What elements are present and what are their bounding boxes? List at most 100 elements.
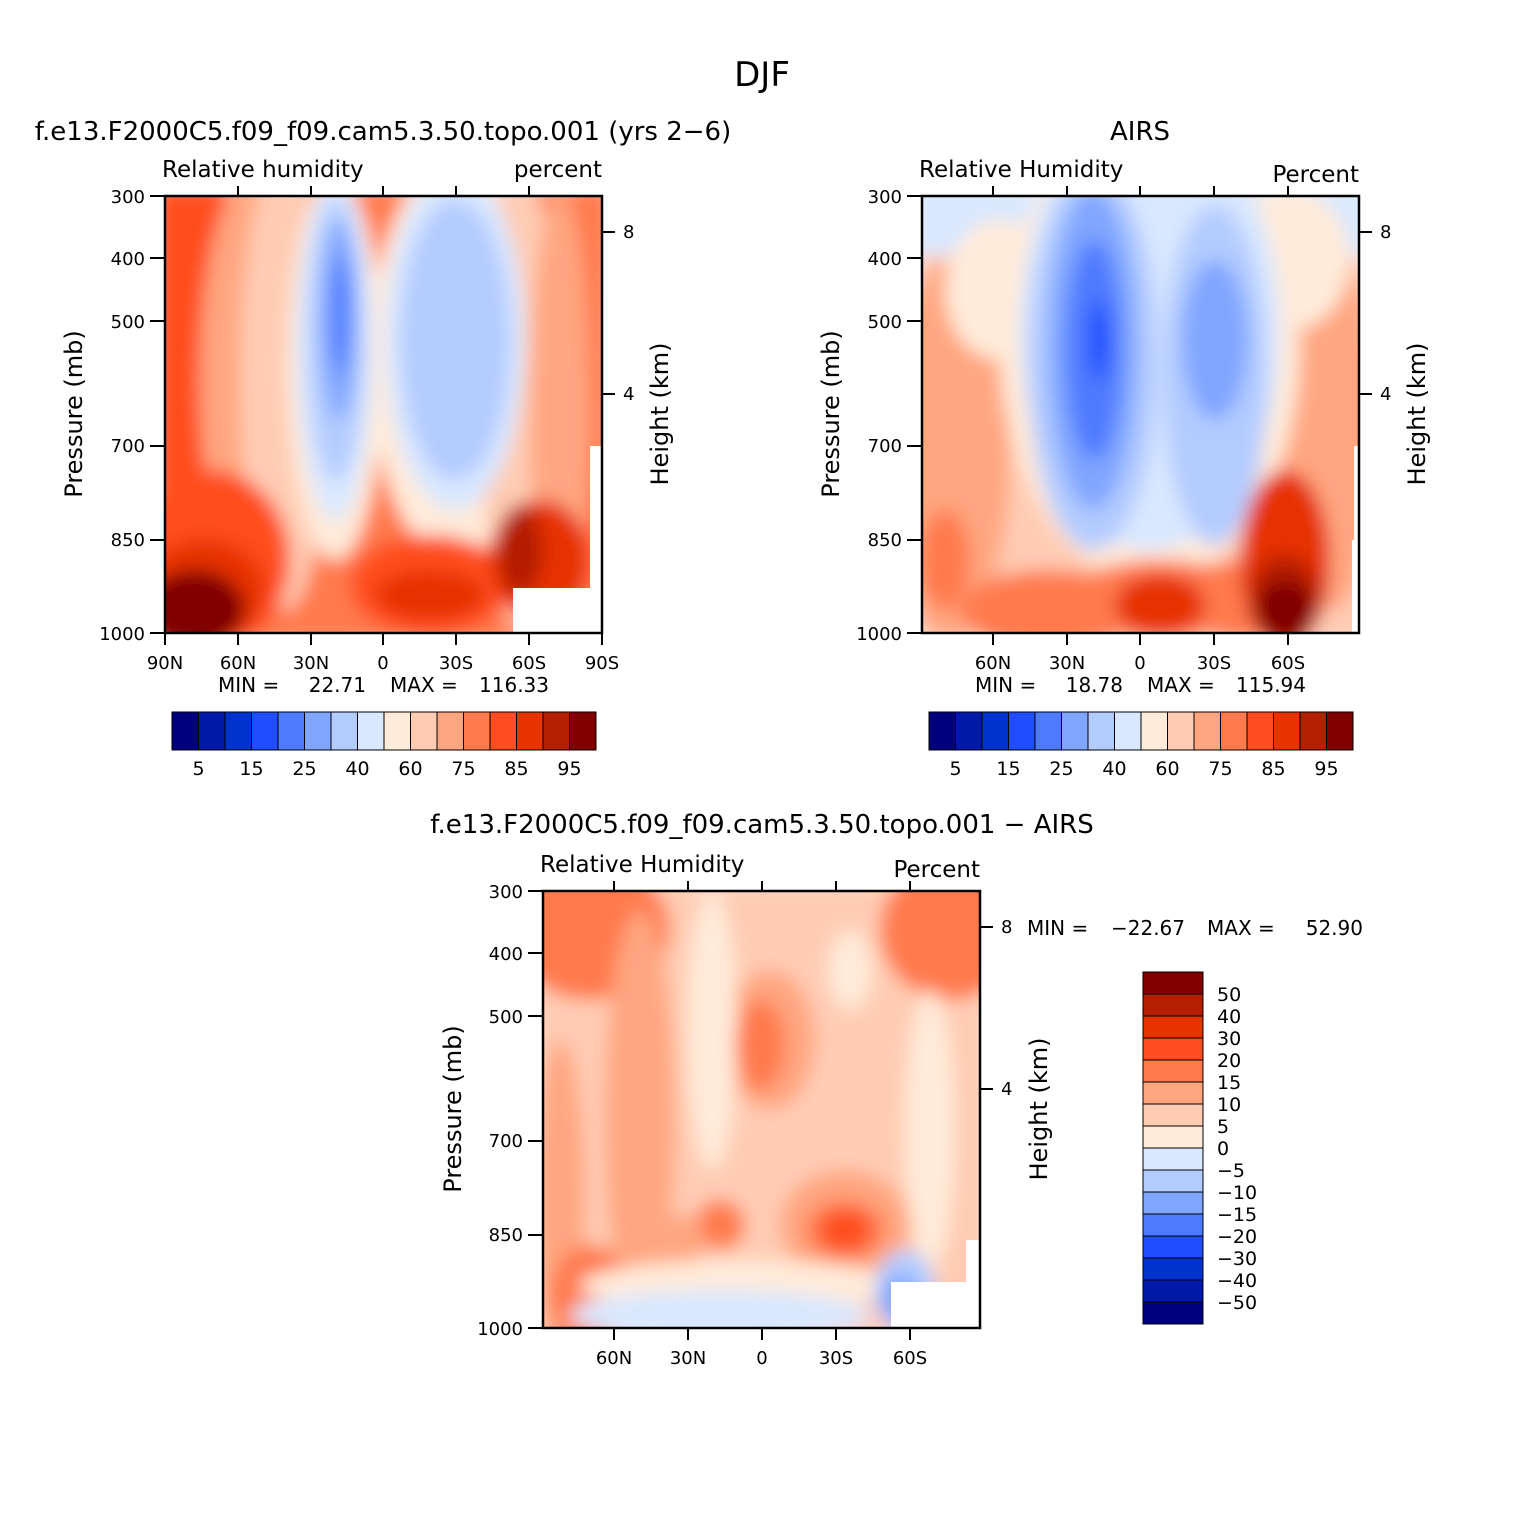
y-tick-label: 400 — [489, 944, 523, 965]
colorbar-swatch — [516, 711, 544, 751]
y-tick-label: 850 — [868, 530, 902, 551]
panel-obs-title: AIRS — [1110, 117, 1170, 147]
colorbar-swatch — [1142, 1301, 1204, 1325]
colorbar-swatch — [1142, 1191, 1204, 1215]
colorbar-swatch — [277, 711, 305, 751]
colorbar-swatch — [1142, 1125, 1204, 1149]
colorbar-swatch — [1142, 1235, 1204, 1259]
y2-tick-label: 8 — [1380, 222, 1391, 243]
colorbar-swatch — [251, 711, 279, 751]
colorbar-swatch — [1142, 1015, 1204, 1039]
colorbar-swatch — [1142, 1169, 1204, 1193]
panel-diff-min-label: MIN = — [1027, 916, 1088, 940]
panel-model-max-label: MAX = — [390, 673, 458, 697]
panel-diff-right-label: Percent — [893, 857, 980, 883]
y2-tick-label: 8 — [1001, 917, 1012, 938]
colorbar-swatch — [1299, 711, 1327, 751]
panel-model-y2-ticks: 8 4 — [602, 222, 634, 405]
y-tick-label: 500 — [111, 312, 145, 333]
panel-diff-min-value: −22.67 — [1111, 916, 1185, 940]
panel-model-y-ticks: 300 400 500 700 850 1000 — [99, 187, 165, 645]
colorbar-label: 20 — [1217, 1050, 1241, 1072]
colorbar-swatch — [1193, 711, 1221, 751]
colorbar-swatch — [1114, 711, 1142, 751]
colorbar-label: 75 — [1208, 758, 1232, 780]
x-tick-label: 60S — [1271, 653, 1305, 674]
colorbar-swatch — [1061, 711, 1089, 751]
x-tick-label: 30N — [670, 1348, 706, 1369]
colorbar-label: 95 — [1314, 758, 1338, 780]
y-tick-label: 700 — [868, 436, 902, 457]
panel-obs-ylabel: Pressure (mb) — [817, 330, 845, 497]
x-tick-label: 30N — [293, 653, 329, 674]
colorbar-swatch — [1246, 711, 1274, 751]
colorbar-label: 50 — [1217, 984, 1241, 1006]
colorbar-label: 40 — [1102, 758, 1126, 780]
panel-model-max-value: 116.33 — [479, 673, 549, 697]
panel-diff-left-label: Relative Humidity — [540, 852, 744, 878]
panel-obs-max-value: 115.94 — [1236, 673, 1306, 697]
colorbar-swatch — [1142, 1147, 1204, 1171]
panel-obs-left-label: Relative Humidity — [919, 157, 1123, 183]
colorbar-label: 5 — [949, 758, 961, 780]
x-tick-label: 60N — [220, 653, 256, 674]
colorbar-swatch — [383, 711, 411, 751]
panel-diff: f.e13.F2000C5.f09_f09.cam5.3.50.topo.001… — [430, 810, 1363, 1369]
figure-title: DJF — [734, 55, 790, 95]
colorbar-swatch — [463, 711, 491, 751]
panel-model-ylabel: Pressure (mb) — [60, 330, 88, 497]
y-tick-label: 300 — [111, 187, 145, 208]
colorbar-label: 0 — [1217, 1138, 1229, 1160]
y2-tick-label: 4 — [1380, 384, 1391, 405]
colorbar-label: −20 — [1217, 1226, 1257, 1248]
y2-tick-label: 4 — [623, 384, 634, 405]
colorbar-swatch — [1142, 1059, 1204, 1083]
panel-obs-min-value: 18.78 — [1066, 673, 1123, 697]
colorbar-swatch — [1087, 711, 1115, 751]
panel-diff-field — [543, 891, 980, 1328]
panel-obs-right-label: Percent — [1272, 162, 1359, 188]
colorbar-swatch — [1142, 1213, 1204, 1237]
colorbar-swatch — [1273, 711, 1301, 751]
panel-model-right-label: percent — [514, 157, 602, 183]
panel-diff-max-value: 52.90 — [1306, 916, 1363, 940]
y-tick-label: 300 — [489, 882, 523, 903]
colorbar-label: 30 — [1217, 1028, 1241, 1050]
x-tick-label: 60S — [893, 1348, 927, 1369]
colorbar-swatch — [489, 711, 517, 751]
colorbar-label: 5 — [192, 758, 204, 780]
colorbar-swatch — [1326, 711, 1354, 751]
y2-tick-label: 8 — [623, 222, 634, 243]
panel-diff-max-label: MAX = — [1207, 916, 1275, 940]
colorbar-label: 15 — [1217, 1072, 1241, 1094]
y-tick-label: 1000 — [477, 1319, 523, 1340]
panel-obs-y2label: Height (km) — [1403, 343, 1431, 486]
colorbar-swatch — [410, 711, 438, 751]
panel-model-y2label: Height (km) — [646, 343, 674, 486]
colorbar-swatch — [224, 711, 252, 751]
colorbar-swatch — [1140, 711, 1168, 751]
panel-model-x-ticks: 90N 60N 30N 0 30S 60S 90S — [147, 186, 619, 674]
colorbar-swatch — [928, 711, 956, 751]
y-tick-label: 500 — [489, 1007, 523, 1028]
colorbar-label: 25 — [292, 758, 316, 780]
x-tick-label: 0 — [756, 1348, 767, 1369]
panel-model-left-label: Relative humidity — [162, 157, 364, 183]
panel-diff-title: f.e13.F2000C5.f09_f09.cam5.3.50.topo.001… — [430, 810, 1094, 840]
colorbar-label: 15 — [239, 758, 263, 780]
x-tick-label: 60N — [596, 1348, 632, 1369]
colorbar-swatch — [1167, 711, 1195, 751]
y-tick-label: 850 — [489, 1225, 523, 1246]
colorbar-swatch — [981, 711, 1009, 751]
colorbar-swatch — [198, 711, 226, 751]
x-tick-label: 30S — [819, 1348, 853, 1369]
panel-obs-x-ticks: 60N 30N 0 30S 60S — [975, 186, 1305, 674]
x-tick-label: 90S — [585, 653, 619, 674]
colorbar-label: 95 — [557, 758, 581, 780]
colorbar-swatch — [542, 711, 570, 751]
colorbar-label: 15 — [996, 758, 1020, 780]
colorbar-swatch — [436, 711, 464, 751]
panel-diff-y-ticks: 300 400 500 700 850 1000 — [477, 882, 543, 1340]
colorbar-label: −30 — [1217, 1248, 1257, 1270]
